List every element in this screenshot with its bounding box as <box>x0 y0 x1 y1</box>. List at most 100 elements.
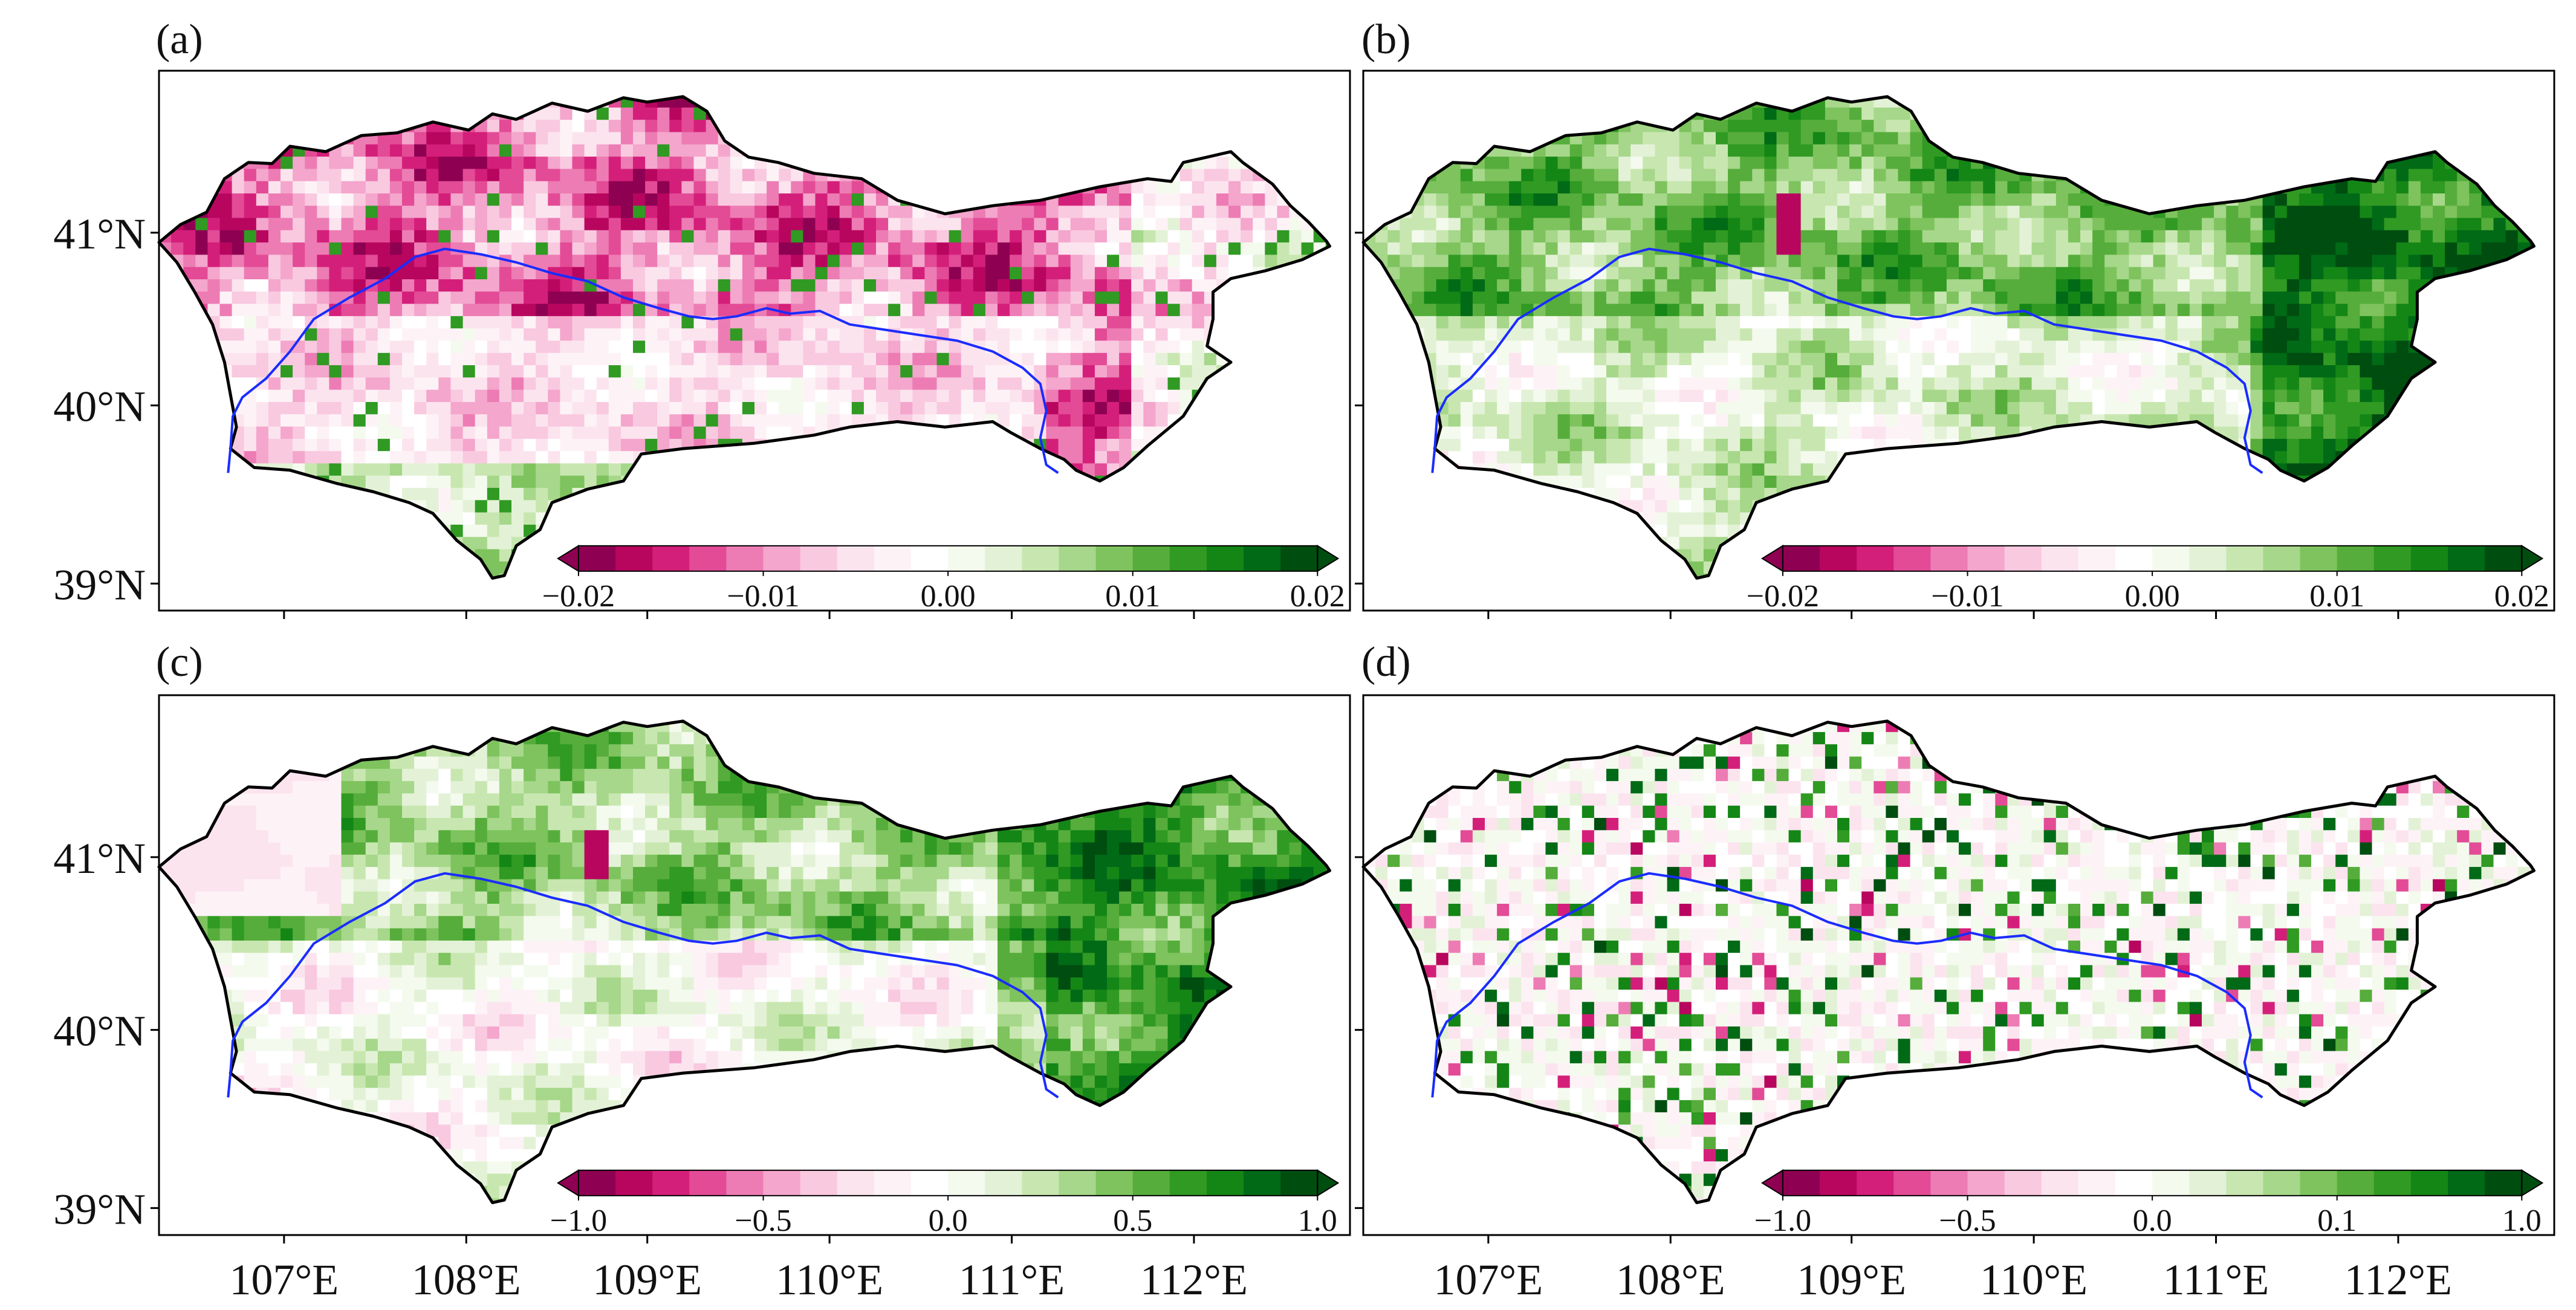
colorbar-tick-label: 1.0 <box>2502 1204 2542 1238</box>
colorbar-swatch <box>2078 546 2116 571</box>
colorbar-tick-label: 0.5 <box>1113 1204 1152 1238</box>
colorbar-swatch <box>837 546 875 571</box>
colorbar-swatch <box>1820 1170 1857 1196</box>
colorbar-swatch <box>2300 1170 2338 1196</box>
colorbar-swatch <box>1783 1170 1820 1196</box>
colorbar-swatch <box>1059 546 1097 571</box>
colorbar-swatch <box>764 1170 801 1196</box>
colorbar-swatch <box>911 546 949 571</box>
colorbar-swatch <box>579 1170 616 1196</box>
colorbar-tick-label: 0.01 <box>2309 579 2364 614</box>
colorbar-swatch <box>1930 1170 1968 1196</box>
colorbar-swatch <box>1280 546 1318 571</box>
lon-tick-label: 108°E <box>412 1256 521 1304</box>
colorbar-swatch <box>2374 546 2412 571</box>
colorbar-swatch <box>2152 546 2190 571</box>
colorbar-swatch <box>2300 546 2338 571</box>
colorbar-swatch <box>1022 1170 1059 1196</box>
colorbar-tick-label: −1.0 <box>550 1204 607 1238</box>
colorbar-tick-label: 0.00 <box>921 579 976 614</box>
colorbar-swatch <box>1820 546 1857 571</box>
colorbar-swatch <box>2042 546 2079 571</box>
colorbar-swatch <box>1893 1170 1931 1196</box>
colorbar-swatch <box>2374 1170 2412 1196</box>
colorbar-swatch <box>1930 546 1968 571</box>
colorbar-swatch <box>1170 546 1207 571</box>
colorbar-swatch <box>2005 546 2042 571</box>
colorbar-swatch <box>615 1170 653 1196</box>
colorbar-swatch <box>985 546 1022 571</box>
lon-tick-label: 110°E <box>776 1256 883 1304</box>
colorbar-swatch <box>2448 1170 2485 1196</box>
colorbar-swatch <box>2337 1170 2375 1196</box>
colorbar-swatch <box>1170 1170 1207 1196</box>
panel-label: (d) <box>1361 639 1411 686</box>
colorbar-swatch <box>2226 546 2263 571</box>
panel-label: (a) <box>156 16 203 63</box>
colorbar-swatch <box>2189 1170 2227 1196</box>
lon-tick-label: 108°E <box>1616 1256 1725 1304</box>
lon-tick-label: 109°E <box>1797 1256 1906 1304</box>
colorbar-swatch <box>1133 546 1170 571</box>
colorbar-tick-label: −0.02 <box>542 579 615 614</box>
colorbar-swatch <box>1096 1170 1134 1196</box>
colorbar-tick-label: 1.0 <box>1298 1204 1337 1238</box>
colorbar-swatch <box>726 546 764 571</box>
colorbar-swatch <box>2337 546 2375 571</box>
colorbar-tick-label: −0.01 <box>1931 579 2003 614</box>
colorbar-swatch <box>1857 1170 1894 1196</box>
colorbar-swatch <box>837 1170 875 1196</box>
colorbar-swatch <box>1783 546 1820 571</box>
lon-tick-label: 107°E <box>1433 1256 1543 1304</box>
lat-tick-label: 40°N <box>53 1007 146 1055</box>
colorbar-tick-label: −0.5 <box>1939 1204 1996 1238</box>
colorbar-swatch <box>2152 1170 2190 1196</box>
colorbar-swatch <box>1968 546 2005 571</box>
colorbar-tick-label: 0.01 <box>1105 579 1160 614</box>
colorbar-tick-label: 0.0 <box>929 1204 968 1238</box>
colorbar-swatch <box>2042 1170 2079 1196</box>
colorbar-swatch <box>1893 546 1931 571</box>
colorbar-swatch <box>2485 1170 2522 1196</box>
colorbar-swatch <box>1096 546 1134 571</box>
colorbar-tick-label: −0.02 <box>1747 579 1819 614</box>
colorbar-swatch <box>1280 1170 1318 1196</box>
colorbar-swatch <box>2411 1170 2448 1196</box>
colorbar-swatch <box>948 546 985 571</box>
lat-tick-label: 39°N <box>53 1185 146 1233</box>
colorbar-swatch <box>2115 1170 2153 1196</box>
colorbar-swatch <box>764 546 801 571</box>
colorbar-swatch <box>948 1170 985 1196</box>
colorbar-swatch <box>1857 546 1894 571</box>
colorbar-swatch <box>2115 546 2153 571</box>
colorbar-swatch <box>1968 1170 2005 1196</box>
lon-tick-label: 107°E <box>229 1256 339 1304</box>
panel-label: (b) <box>1361 16 1411 63</box>
lon-tick-label: 111°E <box>2163 1256 2269 1304</box>
colorbar-swatch <box>2005 1170 2042 1196</box>
colorbar-swatch <box>615 546 653 571</box>
lat-tick-label: 40°N <box>53 383 146 431</box>
colorbar-tick-label: 0.0 <box>2133 1204 2172 1238</box>
colorbar-swatch <box>689 1170 727 1196</box>
colorbar-tick-label: 0.00 <box>2125 579 2180 614</box>
lon-tick-label: 111°E <box>959 1256 1065 1304</box>
colorbar-swatch <box>1244 1170 1281 1196</box>
colorbar-tick-label: 0.1 <box>2317 1204 2357 1238</box>
colorbar-swatch <box>1059 1170 1097 1196</box>
colorbar-swatch <box>2263 546 2301 571</box>
colorbar-swatch <box>689 546 727 571</box>
colorbar-swatch <box>985 1170 1022 1196</box>
colorbar-swatch <box>652 1170 690 1196</box>
colorbar-swatch <box>2411 546 2448 571</box>
colorbar-swatch <box>800 546 838 571</box>
colorbar-swatch <box>2263 1170 2301 1196</box>
colorbar-swatch <box>1207 1170 1244 1196</box>
lon-tick-label: 109°E <box>592 1256 702 1304</box>
colorbar-swatch <box>2189 546 2227 571</box>
colorbar-swatch <box>1133 1170 1170 1196</box>
lat-tick-label: 41°N <box>53 210 146 258</box>
